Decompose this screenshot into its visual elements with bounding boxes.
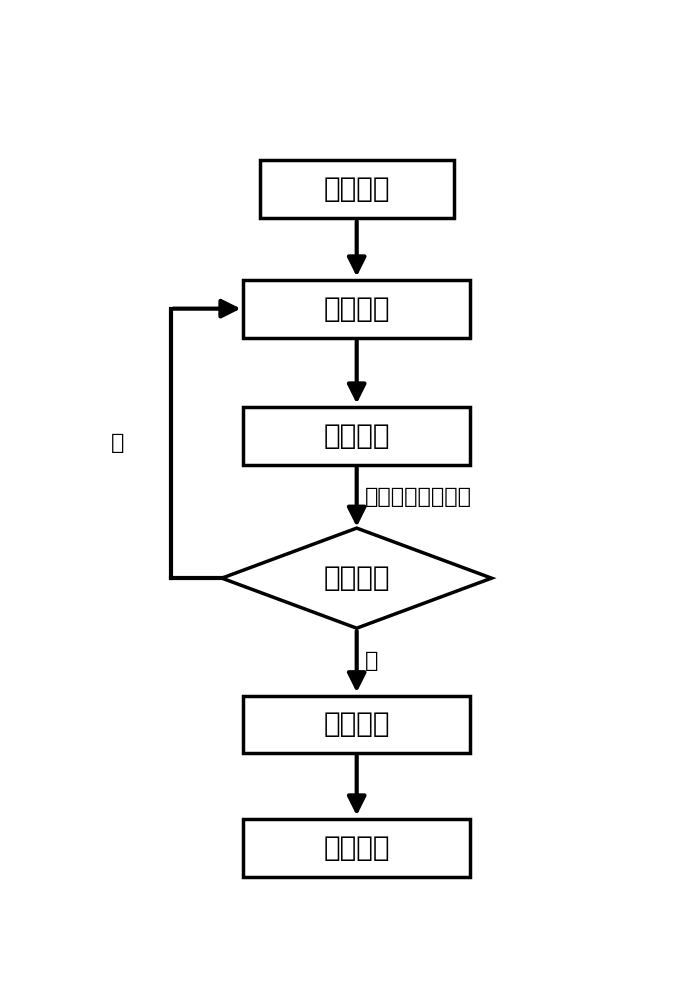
Bar <box>244 819 470 877</box>
Text: 终止条件: 终止条件 <box>324 564 390 592</box>
Bar <box>244 696 470 753</box>
Text: 否: 否 <box>111 433 125 453</box>
Text: 行列式点过程概率: 行列式点过程概率 <box>365 487 472 507</box>
Text: 最优子集: 最优子集 <box>324 710 390 738</box>
Bar <box>260 160 454 218</box>
Bar <box>244 280 470 338</box>
Text: 地物分类: 地物分类 <box>324 834 390 862</box>
Text: 是: 是 <box>365 651 378 671</box>
Bar <box>244 407 470 465</box>
Text: 生成子集: 生成子集 <box>324 295 390 323</box>
Text: 子集评价: 子集评价 <box>324 422 390 450</box>
Polygon shape <box>222 528 491 628</box>
Text: 原始数据: 原始数据 <box>324 175 390 203</box>
